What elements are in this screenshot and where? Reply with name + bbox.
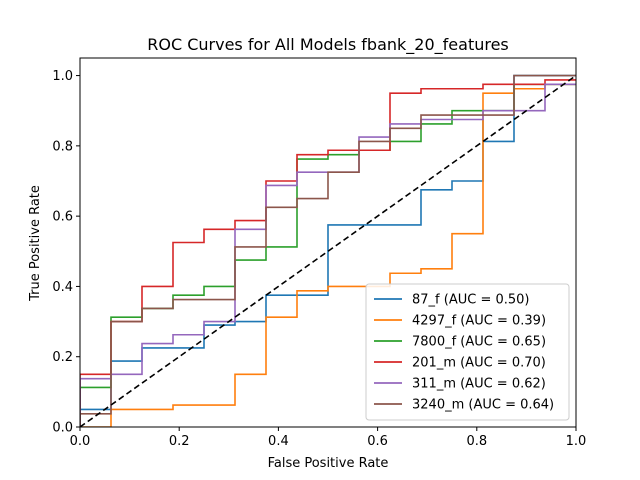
legend-entry-label: 311_m (AUC = 0.62)	[412, 377, 546, 392]
series-group	[80, 74, 576, 427]
legend-entry-label: 4297_f (AUC = 0.39)	[412, 314, 546, 329]
y-tick-label: 0.0	[52, 421, 73, 436]
series-line-4	[80, 79, 576, 427]
x-tick-label: 0.2	[169, 434, 190, 449]
legend: 87_f (AUC = 0.50) 4297_f (AUC = 0.39) 7800…	[365, 283, 570, 421]
x-tick-label: 0.6	[367, 434, 388, 449]
legend-entry-label: 3240_m (AUC = 0.64)	[412, 398, 554, 413]
x-axis-label: False Positive Rate	[268, 456, 389, 471]
y-tick-label: 0.8	[52, 139, 73, 154]
legend-box	[365, 283, 570, 421]
diagonal-reference-line	[80, 74, 576, 427]
y-tick-label: 0.6	[52, 210, 73, 225]
plot-area	[79, 57, 577, 428]
legend-entry-label: 87_f (AUC = 0.50)	[412, 293, 529, 308]
y-axis-label: True Positive Rate	[28, 185, 43, 302]
series-line-5	[80, 83, 576, 427]
y-tick-label: 1.0	[52, 69, 73, 84]
chart-title: ROC Curves for All Models fbank_20_featu…	[147, 35, 509, 55]
axis-ticks: 0.0 0.2 0.4 0.6 0.8 1.0 0.0 0.2 0.4 0.6 0.8 1.0	[52, 69, 586, 449]
x-tick-label: 0.8	[466, 434, 487, 449]
y-tick-label: 0.4	[52, 280, 73, 295]
legend-entry-label: 7800_f (AUC = 0.65)	[412, 335, 546, 350]
axes-frame	[79, 57, 577, 428]
x-tick-label: 1.0	[566, 434, 587, 449]
series-line-2	[80, 83, 576, 427]
x-tick-label: 0.4	[268, 434, 289, 449]
legend-entry-label: 201_m (AUC = 0.70)	[412, 356, 546, 371]
y-tick-label: 0.2	[52, 350, 73, 365]
x-tick-label: 0.0	[70, 434, 91, 449]
series-line-6	[80, 74, 576, 427]
